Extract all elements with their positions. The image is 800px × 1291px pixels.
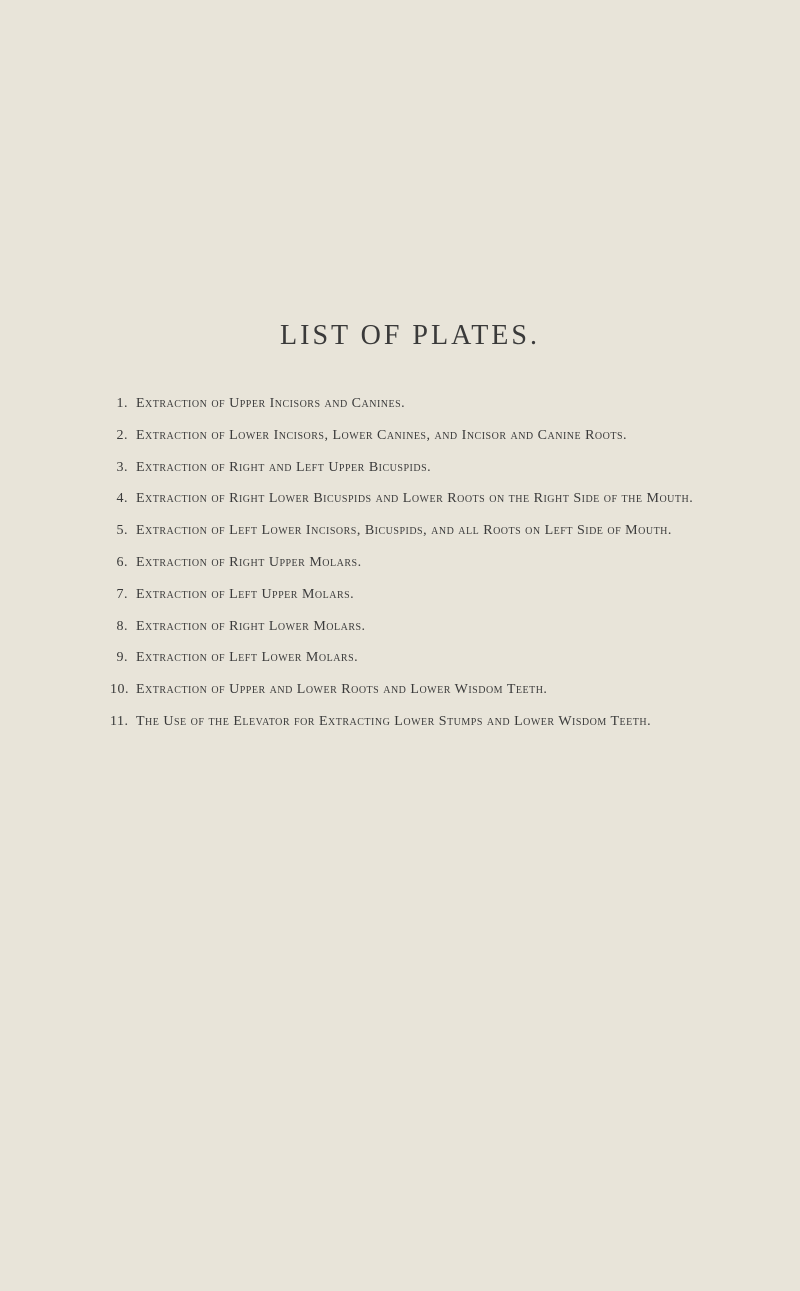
item-text: Extraction of Right Lower Bicuspids and …: [136, 487, 710, 511]
item-number: 11.: [110, 710, 136, 734]
page-title: LIST OF PLATES.: [110, 320, 710, 352]
list-item: 1. Extraction of Upper Incisors and Cani…: [110, 392, 710, 416]
item-text: Extraction of Right Upper Molars.: [136, 551, 710, 575]
item-text: Extraction of Lower Incisors, Lower Cani…: [136, 424, 710, 448]
list-item: 8. Extraction of Right Lower Molars.: [110, 615, 710, 639]
item-number: 4.: [110, 487, 136, 511]
list-item: 6. Extraction of Right Upper Molars.: [110, 551, 710, 575]
item-number: 8.: [110, 615, 136, 639]
list-item: 2. Extraction of Lower Incisors, Lower C…: [110, 424, 710, 448]
list-item: 5. Extraction of Left Lower Incisors, Bi…: [110, 519, 710, 543]
item-text: Extraction of Upper and Lower Roots and …: [136, 678, 710, 702]
list-item: 11. The Use of the Elevator for Extracti…: [110, 710, 710, 734]
plates-list: 1. Extraction of Upper Incisors and Cani…: [110, 392, 710, 734]
item-text: Extraction of Left Upper Molars.: [136, 583, 710, 607]
item-number: 6.: [110, 551, 136, 575]
list-item: 3. Extraction of Right and Left Upper Bi…: [110, 456, 710, 480]
list-item: 4. Extraction of Right Lower Bicuspids a…: [110, 487, 710, 511]
list-item: 7. Extraction of Left Upper Molars.: [110, 583, 710, 607]
item-text: Extraction of Left Lower Incisors, Bicus…: [136, 519, 710, 543]
item-number: 1.: [110, 392, 136, 416]
list-item: 9. Extraction of Left Lower Molars.: [110, 646, 710, 670]
item-text: Extraction of Right and Left Upper Bicus…: [136, 456, 710, 480]
item-number: 10.: [110, 678, 136, 702]
item-text: Extraction of Right Lower Molars.: [136, 615, 710, 639]
item-number: 7.: [110, 583, 136, 607]
item-number: 5.: [110, 519, 136, 543]
item-number: 9.: [110, 646, 136, 670]
list-item: 10. Extraction of Upper and Lower Roots …: [110, 678, 710, 702]
item-text: The Use of the Elevator for Extracting L…: [136, 710, 710, 734]
item-text: Extraction of Left Lower Molars.: [136, 646, 710, 670]
item-number: 2.: [110, 424, 136, 448]
item-text: Extraction of Upper Incisors and Canines…: [136, 392, 710, 416]
item-number: 3.: [110, 456, 136, 480]
page-content: LIST OF PLATES. 1. Extraction of Upper I…: [0, 0, 800, 842]
